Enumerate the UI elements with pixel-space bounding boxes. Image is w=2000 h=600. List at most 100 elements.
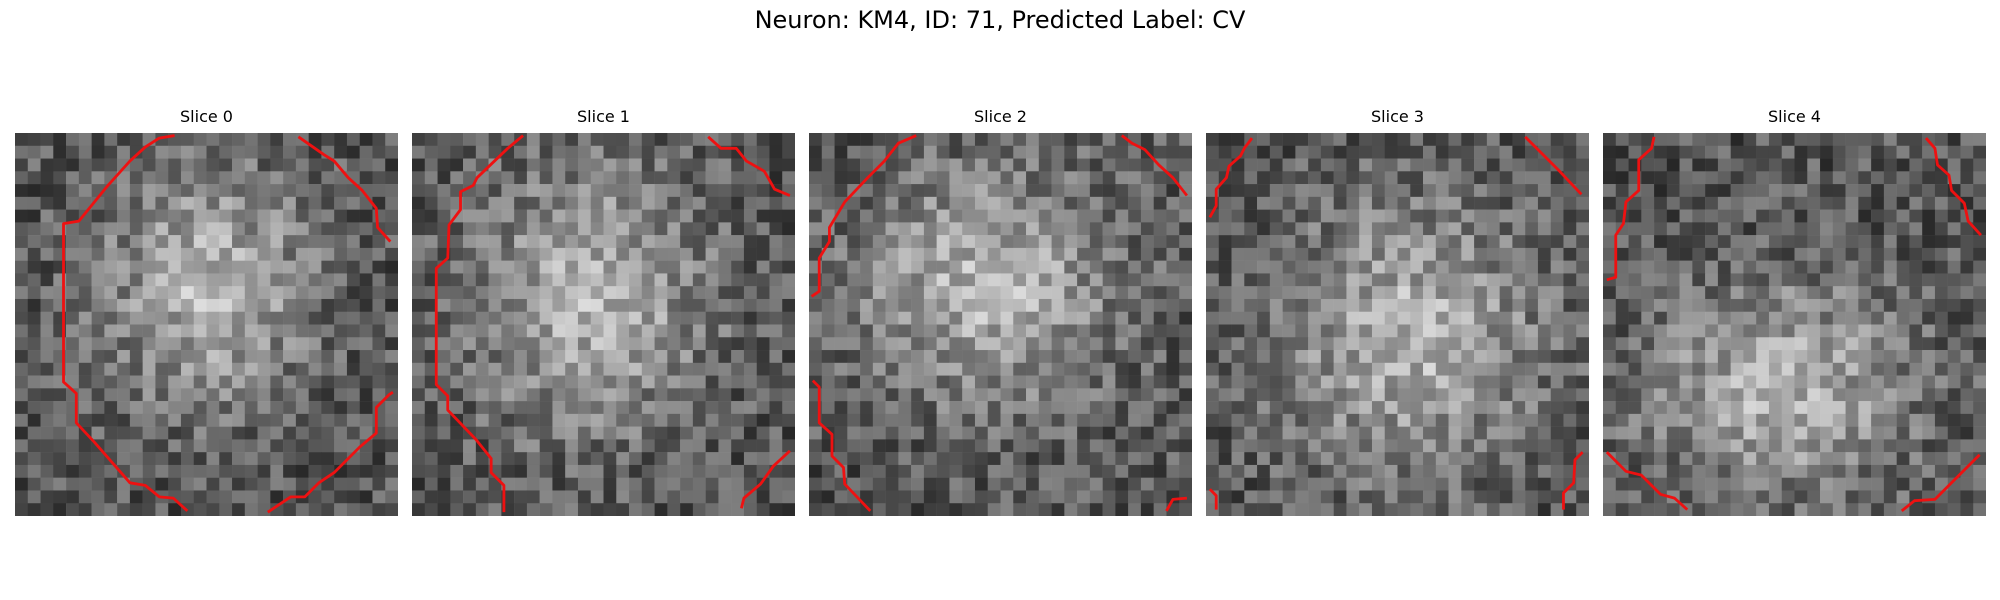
pixel	[962, 171, 976, 185]
pixel	[475, 133, 489, 147]
pixel	[1871, 426, 1885, 440]
pixel	[680, 298, 694, 312]
pixel	[552, 375, 566, 389]
pixel	[1603, 388, 1617, 402]
pixel	[1474, 222, 1488, 236]
pixel	[1934, 260, 1948, 274]
pixel	[769, 196, 783, 210]
pixel	[66, 184, 80, 198]
pixel	[372, 311, 386, 325]
pixel	[1717, 413, 1731, 427]
pixel	[412, 439, 426, 453]
pixel	[1615, 426, 1629, 440]
pixel	[1448, 311, 1462, 325]
pixel	[1679, 337, 1693, 351]
pixel	[1832, 158, 1846, 172]
pixel	[1179, 273, 1192, 287]
pixel	[424, 337, 438, 351]
pixel	[1064, 171, 1078, 185]
pixel	[1654, 222, 1668, 236]
pixel	[1705, 209, 1719, 223]
pixel	[1064, 298, 1078, 312]
pixel	[257, 298, 271, 312]
pixel	[1563, 350, 1577, 364]
pixel	[1896, 324, 1910, 338]
pixel	[1026, 286, 1040, 300]
pixel	[27, 413, 41, 427]
pixel	[962, 209, 976, 223]
pixel	[809, 133, 823, 147]
pixel	[346, 184, 360, 198]
pixel	[40, 350, 54, 364]
pixel	[66, 503, 80, 516]
pixel	[450, 439, 464, 453]
pixel	[1525, 490, 1539, 504]
pixel	[1269, 311, 1283, 325]
pixel	[321, 298, 335, 312]
pixel	[1140, 184, 1154, 198]
pixel	[756, 388, 770, 402]
pixel	[1909, 145, 1923, 159]
pixel	[667, 260, 681, 274]
pixel	[359, 375, 373, 389]
pixel	[78, 133, 92, 147]
pixel	[1269, 235, 1283, 249]
pixel	[142, 413, 156, 427]
pixel	[1679, 401, 1693, 415]
pixel	[463, 337, 477, 351]
pixel	[860, 401, 874, 415]
pixel	[1603, 247, 1617, 261]
pixel	[1077, 133, 1091, 147]
pixel	[1973, 247, 1986, 261]
pixel	[705, 362, 719, 376]
pixel	[577, 452, 591, 466]
pixel	[860, 413, 874, 427]
pixel	[616, 426, 630, 440]
pixel	[1206, 477, 1220, 491]
pixel	[1576, 222, 1589, 236]
pixel	[359, 286, 373, 300]
pixel	[1603, 362, 1617, 376]
pixel	[821, 413, 835, 427]
pixel	[1423, 145, 1437, 159]
pixel	[1089, 324, 1103, 338]
pixel	[168, 260, 182, 274]
pixel	[78, 388, 92, 402]
pixel	[654, 375, 668, 389]
pixel	[705, 286, 719, 300]
pixel	[142, 452, 156, 466]
pixel	[1410, 439, 1424, 453]
pixel	[488, 324, 502, 338]
pixel	[142, 439, 156, 453]
pixel	[834, 388, 848, 402]
pixel	[117, 247, 131, 261]
pixel	[1960, 388, 1974, 402]
pixel	[1128, 350, 1142, 364]
pixel	[885, 477, 899, 491]
pixel	[1909, 311, 1923, 325]
pixel	[232, 286, 246, 300]
pixel	[1525, 324, 1539, 338]
pixel	[257, 477, 271, 491]
pixel	[1628, 337, 1642, 351]
pixel	[974, 260, 988, 274]
pixel	[1064, 362, 1078, 376]
pixel	[1512, 439, 1526, 453]
pixel	[565, 247, 579, 261]
pixel	[78, 273, 92, 287]
pixel	[847, 273, 861, 287]
pixel	[334, 503, 348, 516]
pixel	[1474, 196, 1488, 210]
pixel	[1820, 158, 1834, 172]
pixel	[1461, 133, 1475, 147]
pixel	[1550, 158, 1564, 172]
pixel	[232, 324, 246, 338]
pixel	[1603, 324, 1617, 338]
pixel	[180, 401, 194, 415]
pixel	[463, 490, 477, 504]
pixel	[1257, 388, 1271, 402]
pixel	[526, 209, 540, 223]
pixel	[15, 401, 29, 415]
pixel	[206, 184, 220, 198]
pixel	[1973, 477, 1986, 491]
